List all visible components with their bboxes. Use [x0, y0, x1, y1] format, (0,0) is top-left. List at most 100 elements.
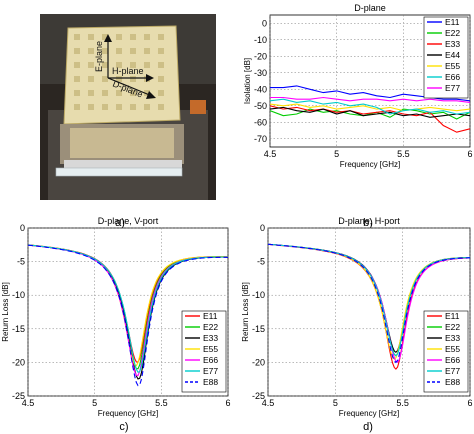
patch-element: [102, 34, 108, 40]
isolation-chart: D-plane 4.5 5 5.5 6 0 -10 -20 -30 -40 -50 -60 -70 Fre…: [243, 3, 473, 169]
series-line-e88: [268, 243, 470, 364]
patch-element: [88, 34, 94, 40]
patch-element: [102, 76, 108, 82]
legend-entry: E33: [203, 333, 218, 343]
patch-element: [144, 104, 150, 110]
patch-array: [74, 34, 164, 110]
series-line-e55: [270, 103, 470, 112]
y-tick-label: -25: [12, 391, 25, 401]
patch-element: [158, 62, 164, 68]
legend-entry: E22: [445, 28, 460, 38]
legend-entry: E55: [203, 344, 218, 354]
patch-element: [144, 62, 150, 68]
legend-entry: E44: [445, 50, 460, 60]
patch-element: [102, 90, 108, 96]
patch-element: [116, 62, 122, 68]
legend-entry: E55: [445, 61, 460, 71]
y-tick-label: -15: [12, 324, 25, 334]
patch-element: [74, 48, 80, 54]
series-line-e44: [270, 106, 470, 118]
legend-entry: E22: [445, 322, 460, 332]
series-line-e33: [270, 105, 470, 133]
y-tick-label: -20: [254, 51, 267, 61]
e-plane-label: E-plane: [94, 41, 104, 72]
y-tick-label: 0: [20, 223, 25, 233]
chart-title: D-plane, V-port: [98, 216, 159, 226]
patch-element: [130, 90, 136, 96]
y-tick-label: -10: [12, 290, 25, 300]
patch-element: [130, 62, 136, 68]
x-tick-label: 5.5: [155, 398, 168, 408]
patch-element: [130, 76, 136, 82]
patch-element: [88, 48, 94, 54]
patch-element: [158, 34, 164, 40]
y-tick-label: -15: [252, 324, 265, 334]
y-tick-label: -50: [254, 101, 267, 111]
x-tick-label: 5: [92, 398, 97, 408]
h-port-return-loss-chart: D-plane, H-port 4.5 5 5.5 6 0 -5 -10 -15 -20 -25 Fr…: [241, 216, 473, 418]
x-tick-label: 5: [334, 149, 339, 159]
legend-entry: E66: [203, 355, 218, 365]
patch-element: [158, 90, 164, 96]
legend-entry: E77: [445, 83, 460, 93]
y-tick-label: 0: [262, 18, 267, 28]
y-tick-label: -40: [254, 84, 267, 94]
patch-element: [74, 90, 80, 96]
legend-entry: E11: [445, 17, 460, 27]
patch-element: [88, 104, 94, 110]
series-line-e77: [270, 96, 470, 103]
patch-element: [144, 34, 150, 40]
legend-box: [181, 310, 227, 393]
legend-entry: E11: [203, 311, 218, 321]
legend-entry: E66: [445, 355, 460, 365]
legend-entry: E66: [445, 72, 460, 82]
patch-element: [74, 76, 80, 82]
d-plane-arrow: [107, 77, 153, 97]
legend-box: [423, 16, 469, 99]
legend-entry: E77: [445, 366, 460, 376]
acrylic-base: [55, 167, 183, 177]
x-tick-label: 4.5: [22, 398, 35, 408]
y-axis-label: Isolation [dB]: [243, 58, 252, 104]
chart-title: D-plane, H-port: [338, 216, 400, 226]
patch-element: [102, 104, 108, 110]
caption-d: d): [363, 421, 373, 433]
caption-c: c): [119, 421, 128, 433]
x-axis-label: Frequency [GHz]: [340, 160, 400, 169]
y-tick-label: -20: [12, 357, 25, 367]
patch-element: [102, 48, 108, 54]
v-port-return-loss-chart: D-plane, V-port 4.5 5 5.5 6 0 -5 -10 -15 -20 -25 Fr…: [1, 216, 231, 418]
legend-entry: E33: [445, 333, 460, 343]
patch-element: [116, 34, 122, 40]
patch-element: [158, 76, 164, 82]
patch-element: [158, 104, 164, 110]
patch-element: [102, 62, 108, 68]
photo-panel: E-plane H-plane D-plane: [40, 14, 216, 200]
series-line-e11: [270, 85, 470, 102]
chart-title: D-plane: [354, 3, 386, 13]
patch-element: [116, 48, 122, 54]
x-tick-label: 6: [467, 398, 472, 408]
patch-element: [116, 104, 122, 110]
y-tick-label: -5: [257, 257, 265, 267]
legend-entry: E55: [445, 344, 460, 354]
y-tick-label: -20: [252, 357, 265, 367]
legend-entry: E77: [203, 366, 218, 376]
y-tick-label: -30: [254, 68, 267, 78]
x-tick-label: 4.5: [262, 398, 275, 408]
y-axis-label: Return Loss [dB]: [241, 282, 250, 342]
patch-element: [74, 34, 80, 40]
patch-element: [116, 76, 122, 82]
legend-box: [423, 310, 469, 393]
patch-element: [88, 90, 94, 96]
patch-element: [144, 90, 150, 96]
y-tick-label: -10: [252, 290, 265, 300]
x-tick-label: 5: [333, 398, 338, 408]
legend-entry: E88: [445, 377, 460, 387]
patch-element: [116, 90, 122, 96]
x-tick-label: 6: [467, 149, 472, 159]
